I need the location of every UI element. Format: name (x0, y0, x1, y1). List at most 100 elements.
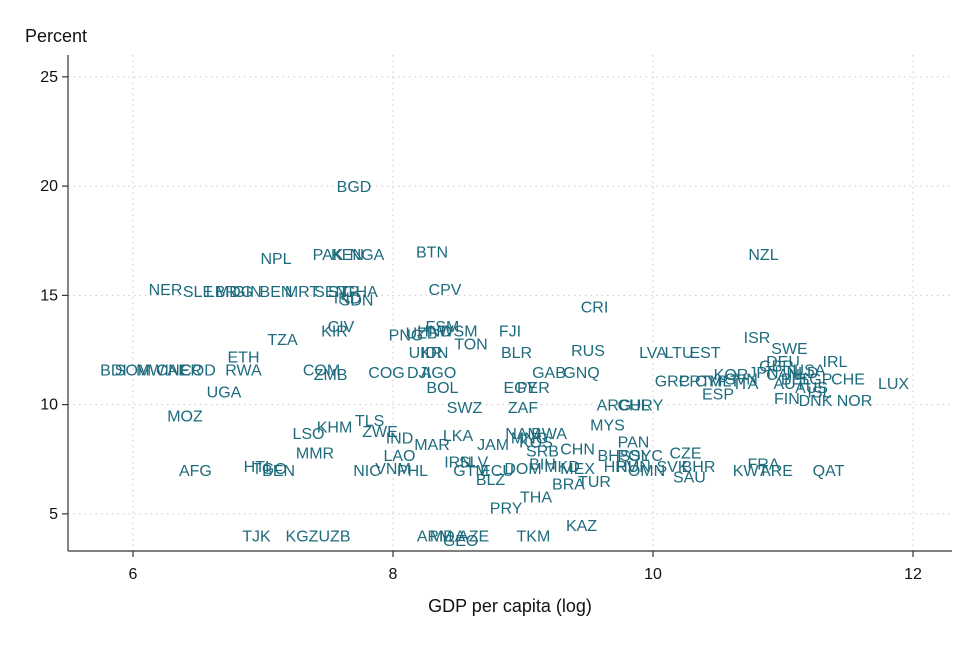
grid-lines (68, 55, 952, 551)
data-point-bwa: BWA (531, 426, 567, 443)
data-point-swz: SWZ (447, 400, 483, 417)
data-point-fra: FRA (748, 457, 780, 474)
data-point-ltu: LTU (664, 345, 693, 362)
data-point-mda: MDA (430, 529, 466, 546)
data-point-rwa: RWA (225, 363, 262, 380)
data-point-som: SOM (115, 363, 151, 380)
data-point-aut: AUT (774, 376, 806, 393)
data-point-idn: IDN (421, 345, 449, 362)
data-point-kgz: KGZ (286, 529, 319, 546)
data-point-arm: ARM (417, 529, 453, 546)
data-point-cze: CZE (670, 446, 702, 463)
data-point-mrt: MRT (285, 284, 320, 301)
data-point-caf: CAF (156, 363, 188, 380)
data-point-npl: NPL (260, 251, 291, 268)
data-point-ago: AGO (421, 365, 457, 382)
x-axis-title: GDP per capita (log) (428, 596, 592, 616)
data-point-tza: TZA (267, 332, 298, 349)
data-point-uzb: UZB (319, 529, 351, 546)
data-point-hun: HUN (616, 459, 651, 476)
data-point-usa: USA (793, 363, 826, 380)
data-point-bhr: BHR (682, 459, 716, 476)
data-point-nzl: NZL (748, 247, 778, 264)
data-point-kaz: KAZ (566, 518, 597, 535)
data-point-ury: URY (630, 398, 664, 415)
data-point-srb: SRB (526, 443, 559, 460)
data-point-afg: AFG (179, 463, 212, 480)
data-point-isr: ISR (744, 330, 771, 347)
data-point-dnk: DNK (799, 393, 833, 410)
data-point-pan: PAN (618, 435, 650, 452)
data-point-tjk: TJK (242, 529, 271, 546)
data-point-fji: FJI (499, 323, 521, 340)
data-point-hti: HTI (244, 459, 270, 476)
data-point-mys: MYS (590, 417, 625, 434)
data-point-ecu: ECU (480, 463, 514, 480)
data-point-aze: AZE (458, 529, 489, 546)
data-point-com: COM (303, 363, 340, 380)
data-point-tur: TUR (578, 474, 611, 491)
data-point-mkd: MKD (544, 459, 580, 476)
data-point-bra: BRA (552, 476, 585, 493)
data-point-dom: DOM (504, 461, 541, 478)
data-point-lux: LUX (878, 376, 909, 393)
data-point-bgd: BGD (337, 179, 372, 196)
data-point-cog: COG (368, 365, 404, 382)
data-point-blr: BLR (501, 345, 532, 362)
data-point-kor: KOR (714, 367, 749, 384)
data-point-ind: IND (386, 430, 414, 447)
data-point-che: CHE (831, 371, 865, 388)
data-point-fin: FIN (774, 391, 800, 408)
data-point-grc: GRC (655, 374, 691, 391)
data-point-mmr: MMR (296, 446, 334, 463)
data-point-cod: COD (180, 363, 216, 380)
data-point-nic: NIC (353, 463, 381, 480)
data-point-sen: SEN (314, 284, 347, 301)
data-point-irn: IRN (444, 454, 472, 471)
data-point-gha: GHA (343, 284, 378, 301)
data-point-are: ARE (760, 463, 793, 480)
data-point-chl: CHL (617, 398, 649, 415)
x-tick-label: 8 (389, 566, 398, 583)
data-point-jpn: JPN (748, 365, 778, 382)
data-point-hnd: HND (417, 323, 452, 340)
data-point-ken: KEN (331, 247, 364, 264)
data-point-lao: LAO (383, 448, 415, 465)
data-point-btn: BTN (416, 245, 448, 262)
data-point-bel: BEL (781, 371, 811, 388)
data-point-svn: SVN (725, 371, 758, 388)
data-point-lka: LKA (443, 428, 474, 445)
data-point-uga: UGA (207, 384, 242, 401)
y-tick-label: 25 (40, 69, 58, 86)
data-point-gab: GAB (532, 365, 566, 382)
data-point-kir: KIR (321, 323, 348, 340)
data-point-khm: KHM (317, 419, 353, 436)
data-point-can: CAN (766, 367, 800, 384)
data-point-irl: IRL (823, 354, 848, 371)
data-point-gnq: GNQ (563, 365, 599, 382)
data-point-vnm: VNM (375, 461, 411, 478)
data-point-ben: BEN (260, 284, 293, 301)
data-point-slv: SLV (459, 454, 488, 471)
data-point-nam: NAM (505, 426, 541, 443)
data-point-cyp: CYP (695, 374, 728, 391)
data-point-esp: ESP (702, 387, 734, 404)
data-point-chn: CHN (560, 441, 595, 458)
data-point-deu: DEU (766, 354, 800, 371)
data-point-nld: NLD (786, 365, 818, 382)
data-point-eth: ETH (228, 350, 260, 367)
x-tick-label: 6 (129, 566, 138, 583)
data-point-tgo: TGO (252, 461, 287, 478)
data-point-gin: GIN (233, 284, 261, 301)
axes (67, 55, 952, 552)
data-point-lbr: LBR (206, 284, 237, 301)
data-point-arg: ARG (597, 398, 632, 415)
data-point-cpv: CPV (429, 282, 462, 299)
data-point-ner: NER (168, 363, 202, 380)
data-point-prt: PRT (679, 374, 711, 391)
y-tick-label: 10 (40, 397, 58, 414)
data-point-gbr: GBR (759, 358, 794, 375)
data-point-phl: PHL (397, 463, 428, 480)
x-tick-label: 10 (644, 566, 662, 583)
